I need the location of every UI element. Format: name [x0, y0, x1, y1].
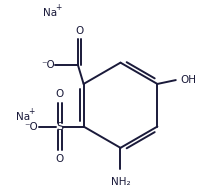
Text: ⁻O: ⁻O: [41, 60, 55, 70]
Text: Na: Na: [43, 8, 57, 18]
Text: O: O: [56, 89, 64, 99]
Text: OH: OH: [180, 75, 196, 85]
Text: +: +: [28, 106, 34, 116]
Text: O: O: [75, 26, 83, 36]
Text: Na: Na: [16, 112, 30, 122]
Text: NH₂: NH₂: [111, 177, 130, 187]
Text: +: +: [55, 3, 61, 12]
Text: S: S: [56, 121, 64, 132]
Text: O: O: [56, 154, 64, 164]
Text: ⁻O: ⁻O: [24, 121, 38, 132]
